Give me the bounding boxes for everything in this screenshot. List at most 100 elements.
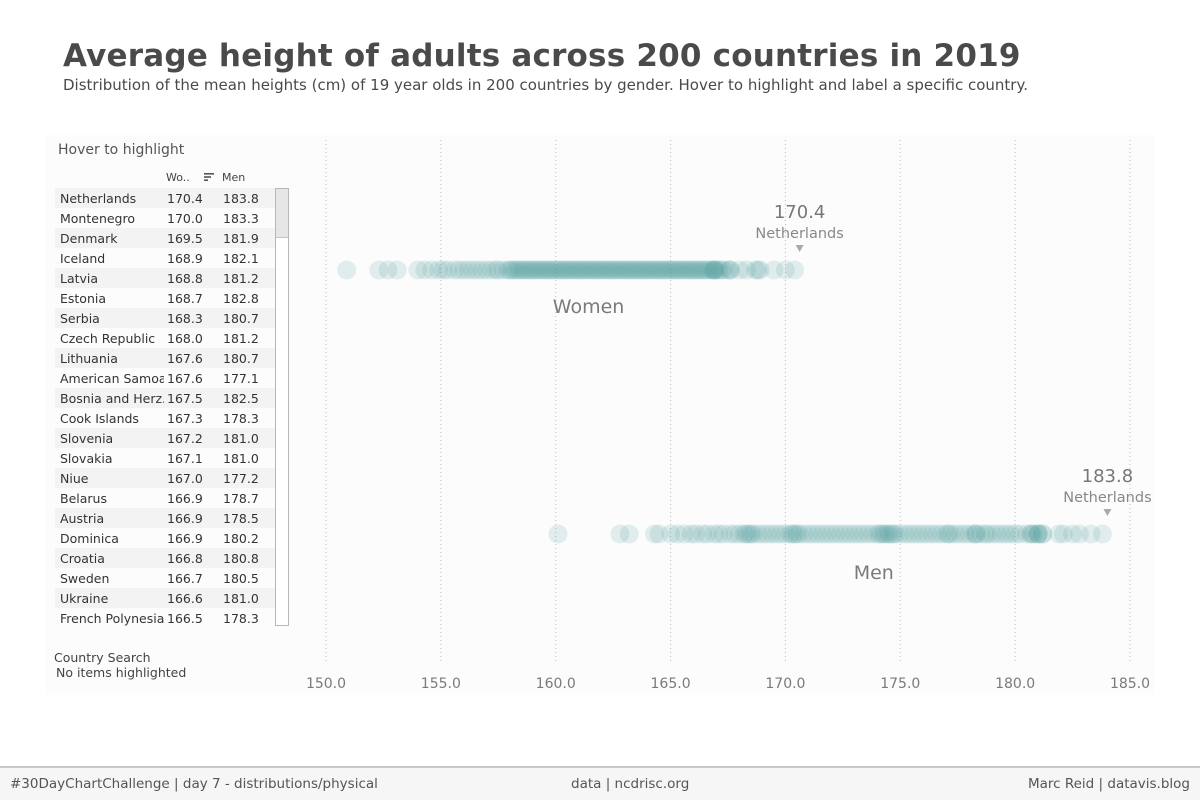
data-point[interactable]	[1001, 524, 1021, 544]
data-point[interactable]	[725, 524, 745, 544]
table-row[interactable]: American Samoa 167.6 177.1	[55, 368, 277, 388]
data-point[interactable]	[569, 260, 589, 280]
data-point[interactable]	[812, 524, 832, 544]
data-point[interactable]	[599, 260, 619, 280]
data-point[interactable]	[693, 260, 713, 280]
data-point[interactable]	[537, 260, 557, 280]
data-point[interactable]	[748, 524, 768, 544]
data-point[interactable]	[718, 260, 738, 280]
data-point[interactable]	[608, 260, 628, 280]
data-point[interactable]	[741, 524, 761, 544]
data-point[interactable]	[870, 524, 890, 544]
data-point[interactable]	[734, 524, 754, 544]
data-point[interactable]	[849, 524, 869, 544]
data-point[interactable]	[798, 524, 818, 544]
table-row[interactable]: Latvia 168.8 181.2	[55, 268, 277, 288]
data-point[interactable]	[782, 524, 802, 544]
data-point[interactable]	[982, 524, 1002, 544]
data-point[interactable]	[548, 524, 568, 544]
data-point[interactable]	[633, 260, 653, 280]
data-point[interactable]	[729, 524, 749, 544]
data-point[interactable]	[564, 260, 584, 280]
data-point[interactable]	[854, 524, 874, 544]
data-point[interactable]	[684, 260, 704, 280]
data-point[interactable]	[681, 260, 701, 280]
data-point[interactable]	[571, 260, 591, 280]
data-point[interactable]	[670, 260, 690, 280]
data-point[interactable]	[541, 260, 561, 280]
data-point[interactable]	[1010, 524, 1030, 544]
data-point[interactable]	[904, 524, 924, 544]
data-point[interactable]	[573, 260, 593, 280]
data-point[interactable]	[651, 260, 671, 280]
data-point[interactable]	[1033, 524, 1053, 544]
data-point[interactable]	[950, 524, 970, 544]
data-point[interactable]	[619, 260, 639, 280]
data-point[interactable]	[582, 260, 602, 280]
data-point[interactable]	[941, 524, 961, 544]
data-point[interactable]	[624, 260, 644, 280]
data-point[interactable]	[707, 260, 727, 280]
data-point[interactable]	[626, 260, 646, 280]
data-point[interactable]	[656, 260, 676, 280]
data-point[interactable]	[594, 260, 614, 280]
data-point[interactable]	[631, 260, 651, 280]
data-point[interactable]	[775, 524, 795, 544]
data-point[interactable]	[927, 524, 947, 544]
data-point[interactable]	[736, 260, 756, 280]
data-point[interactable]	[899, 524, 919, 544]
data-point[interactable]	[713, 260, 733, 280]
data-point[interactable]	[922, 524, 942, 544]
data-point[interactable]	[677, 260, 697, 280]
data-point[interactable]	[644, 260, 664, 280]
data-point[interactable]	[909, 524, 929, 544]
data-point[interactable]	[628, 260, 648, 280]
data-point[interactable]	[553, 260, 573, 280]
data-point[interactable]	[775, 260, 795, 280]
data-point[interactable]	[966, 524, 986, 544]
data-point[interactable]	[615, 260, 635, 280]
data-point[interactable]	[803, 524, 823, 544]
data-point[interactable]	[601, 260, 621, 280]
data-point[interactable]	[649, 260, 669, 280]
data-point[interactable]	[709, 524, 729, 544]
data-point[interactable]	[642, 260, 662, 280]
data-point[interactable]	[596, 260, 616, 280]
data-point[interactable]	[794, 524, 814, 544]
data-point[interactable]	[971, 524, 991, 544]
table-row[interactable]: Cook Islands 167.3 178.3	[55, 408, 277, 428]
data-point[interactable]	[539, 260, 559, 280]
data-point[interactable]	[520, 260, 540, 280]
data-point[interactable]	[509, 260, 529, 280]
data-point[interactable]	[895, 524, 915, 544]
data-point[interactable]	[697, 524, 717, 544]
data-point[interactable]	[610, 524, 630, 544]
data-point[interactable]	[955, 524, 975, 544]
table-row[interactable]: Serbia 168.3 180.7	[55, 308, 277, 328]
table-row[interactable]: Czech Republic 168.0 181.2	[55, 328, 277, 348]
data-point[interactable]	[748, 260, 768, 280]
data-point[interactable]	[525, 260, 545, 280]
data-point[interactable]	[1005, 524, 1025, 544]
data-point[interactable]	[587, 260, 607, 280]
data-point[interactable]	[720, 260, 740, 280]
data-point[interactable]	[739, 524, 759, 544]
data-point[interactable]	[369, 260, 389, 280]
data-point[interactable]	[654, 260, 674, 280]
data-point[interactable]	[667, 524, 687, 544]
data-point[interactable]	[661, 524, 681, 544]
data-point[interactable]	[458, 260, 478, 280]
data-point[interactable]	[408, 260, 428, 280]
data-point[interactable]	[702, 260, 722, 280]
data-point[interactable]	[858, 524, 878, 544]
data-point[interactable]	[1081, 524, 1101, 544]
data-point[interactable]	[757, 524, 777, 544]
data-point[interactable]	[488, 260, 508, 280]
data-point[interactable]	[704, 524, 724, 544]
table-row[interactable]: Dominica 166.9 180.2	[55, 528, 277, 548]
data-point[interactable]	[936, 524, 956, 544]
data-point[interactable]	[697, 260, 717, 280]
data-point[interactable]	[438, 260, 458, 280]
data-point[interactable]	[840, 524, 860, 544]
data-point[interactable]	[886, 524, 906, 544]
